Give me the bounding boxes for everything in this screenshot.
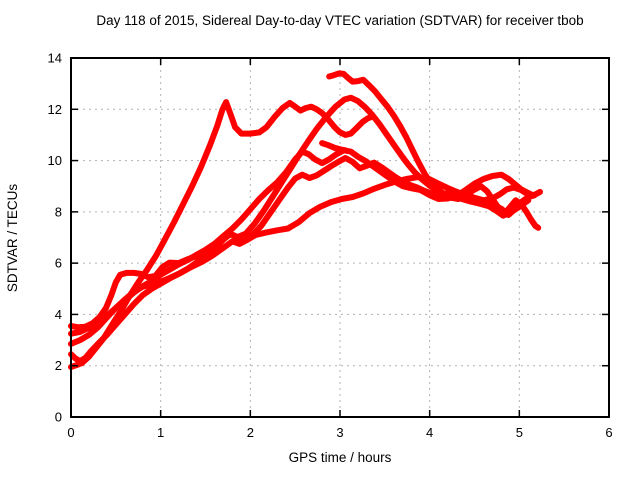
y-tick-label: 10 bbox=[48, 153, 62, 168]
y-tick-label: 8 bbox=[55, 204, 62, 219]
data-traces bbox=[68, 70, 543, 370]
x-tick-label: 1 bbox=[157, 425, 164, 440]
x-tick-label: 0 bbox=[67, 425, 74, 440]
x-tick-label: 6 bbox=[605, 425, 612, 440]
y-tick-label: 0 bbox=[55, 410, 62, 425]
x-tick-label: 5 bbox=[516, 425, 523, 440]
trace-1-early-peak bbox=[68, 99, 375, 370]
trace-5-mid bbox=[68, 155, 543, 347]
y-tick-label: 2 bbox=[55, 358, 62, 373]
x-tick-label: 2 bbox=[247, 425, 254, 440]
x-axis-label: GPS time / hours bbox=[289, 450, 392, 465]
chart-title: Day 118 of 2015, Sidereal Day-to-day VTE… bbox=[96, 13, 583, 28]
x-tick-label: 3 bbox=[336, 425, 343, 440]
y-tick-label: 12 bbox=[48, 102, 62, 117]
x-tick-label: 4 bbox=[426, 425, 433, 440]
trace-6-diagonal bbox=[68, 94, 532, 337]
y-axis-label: SDTVAR / TECUs bbox=[5, 184, 20, 293]
tick-marks bbox=[70, 57, 610, 418]
y-tick-label: 6 bbox=[55, 256, 62, 271]
trace-7-detached-dash bbox=[319, 140, 349, 154]
y-tick-label: 4 bbox=[55, 307, 62, 322]
y-tick-label: 14 bbox=[48, 51, 62, 66]
